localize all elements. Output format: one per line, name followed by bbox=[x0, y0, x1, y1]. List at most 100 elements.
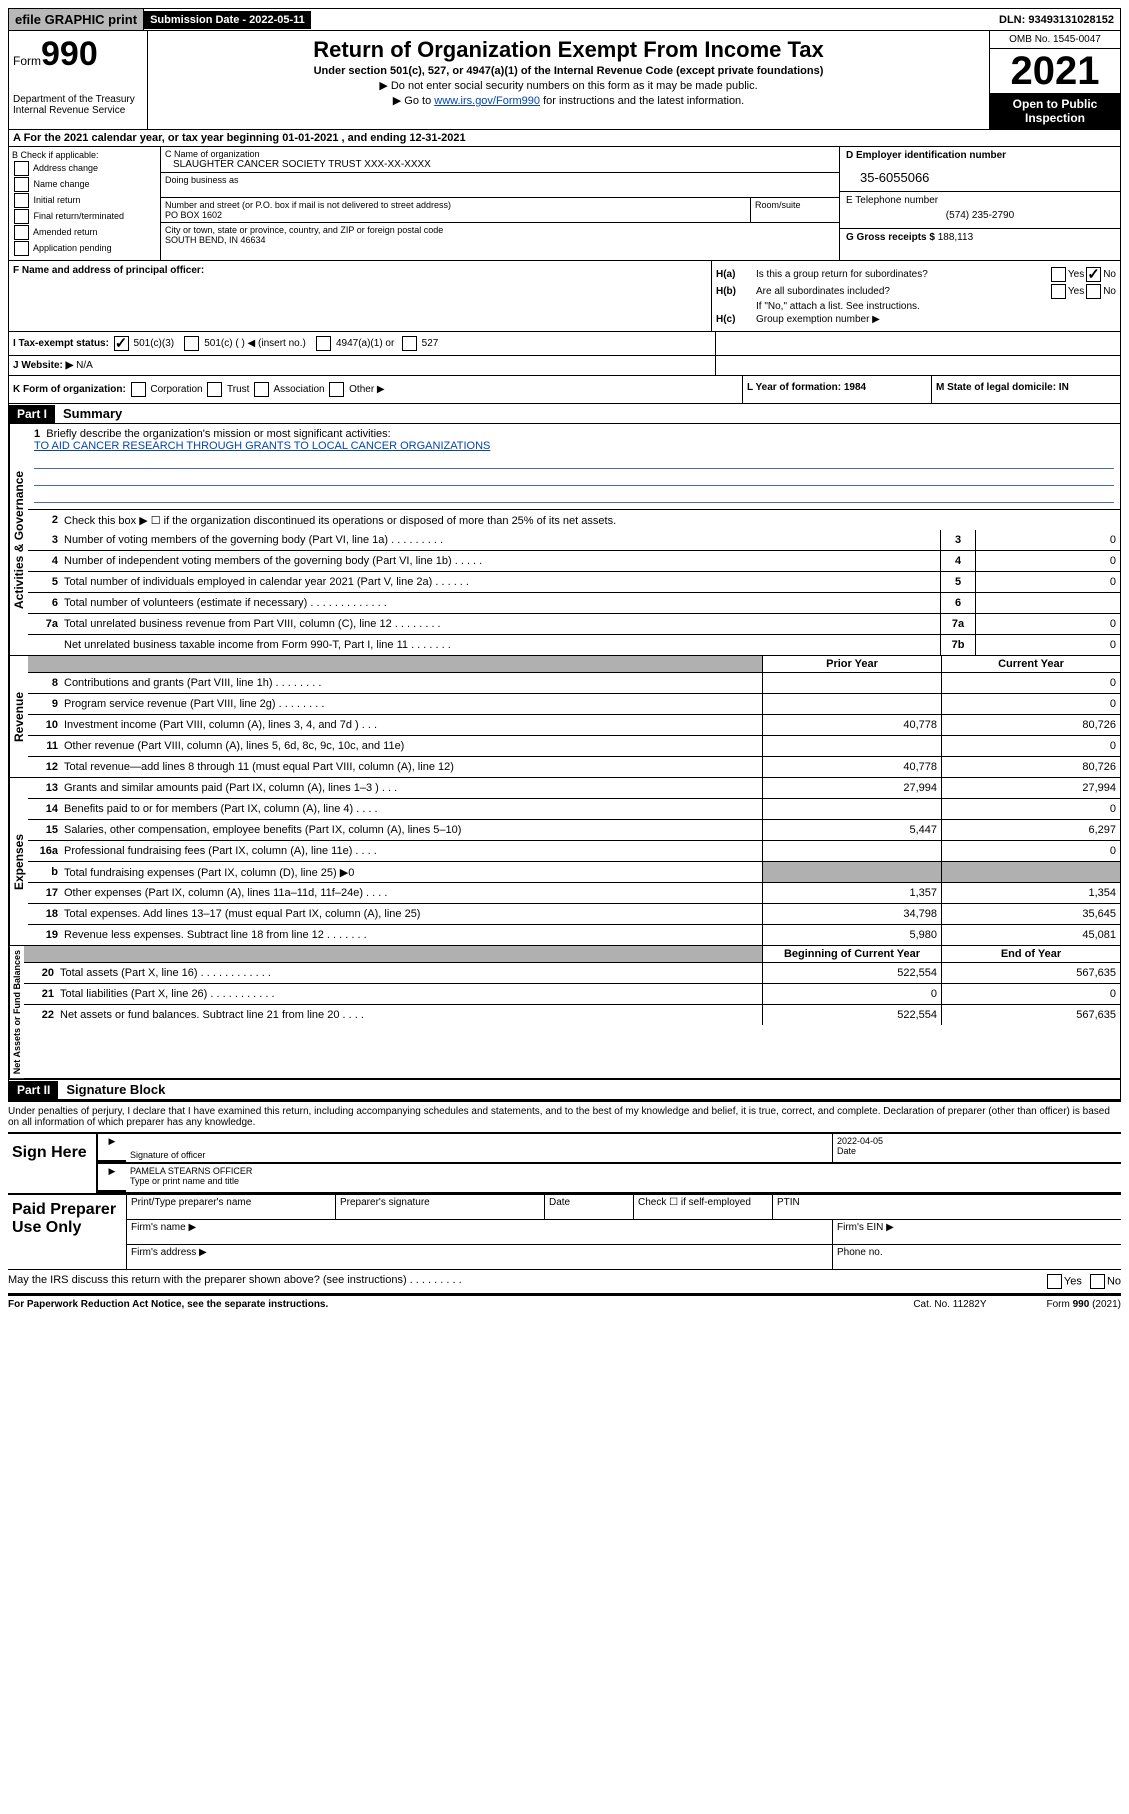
form-num: 990 bbox=[41, 35, 98, 73]
chk-app-pending[interactable]: Application pending bbox=[12, 241, 157, 256]
mission-text-link[interactable]: TO AID CANCER RESEARCH THROUGH GRANTS TO… bbox=[34, 440, 490, 452]
firm-name-label: Firm's name ▶ bbox=[127, 1220, 833, 1244]
form-note2: ▶ Go to www.irs.gov/Form990 for instruct… bbox=[154, 94, 983, 107]
chk-4947[interactable] bbox=[316, 336, 331, 351]
street-label: Number and street (or P.O. box if mail i… bbox=[165, 200, 746, 210]
vert-expenses: Expenses bbox=[9, 778, 28, 945]
prior-year-header: Prior Year bbox=[762, 656, 941, 672]
ha-yes[interactable] bbox=[1051, 267, 1066, 282]
year-formation: L Year of formation: 1984 bbox=[747, 382, 866, 393]
gross-receipts: G Gross receipts $ 188,113 bbox=[840, 228, 1120, 246]
vert-netassets: Net Assets or Fund Balances bbox=[9, 946, 24, 1078]
org-name-row: C Name of organization SLAUGHTER CANCER … bbox=[161, 147, 839, 173]
hb-no[interactable] bbox=[1086, 284, 1101, 299]
ha-text: Is this a group return for subordinates? bbox=[756, 269, 1049, 280]
data-line: 18Total expenses. Add lines 13–17 (must … bbox=[28, 904, 1120, 925]
footer-left: For Paperwork Reduction Act Notice, see … bbox=[8, 1299, 328, 1310]
gov-line: 6Total number of volunteers (estimate if… bbox=[28, 593, 1120, 614]
opt-501c: 501(c) ( ) ◀ (insert no.) bbox=[204, 338, 306, 349]
mission-line bbox=[34, 454, 1114, 469]
part1-header-row: Part I Summary bbox=[8, 404, 1121, 424]
footer-mid: Cat. No. 11282Y bbox=[913, 1299, 986, 1310]
part2-badge: Part II bbox=[9, 1081, 58, 1099]
firm-addr-label: Firm's address ▶ bbox=[127, 1245, 833, 1269]
chk-address-change[interactable]: Address change bbox=[12, 161, 157, 176]
hb-yes[interactable] bbox=[1051, 284, 1066, 299]
data-line: 10Investment income (Part VIII, column (… bbox=[28, 715, 1120, 736]
revenue-header: Prior Year Current Year bbox=[28, 656, 1120, 673]
city-label: City or town, state or province, country… bbox=[165, 225, 835, 235]
mission-line bbox=[34, 488, 1114, 503]
sign-here-label: Sign Here bbox=[8, 1134, 96, 1193]
box-f: F Name and address of principal officer: bbox=[9, 261, 712, 331]
sig-date-label: Date bbox=[837, 1146, 1117, 1156]
dln-label: DLN: 93493131028152 bbox=[993, 11, 1120, 29]
vert-revenue: Revenue bbox=[9, 656, 28, 777]
data-line: bTotal fundraising expenses (Part IX, co… bbox=[28, 862, 1120, 883]
chk-final-return[interactable]: Final return/terminated bbox=[12, 209, 157, 224]
chk-501c[interactable] bbox=[184, 336, 199, 351]
mission-line bbox=[34, 471, 1114, 486]
data-line: 17Other expenses (Part IX, column (A), l… bbox=[28, 883, 1120, 904]
opt-corp: Corporation bbox=[150, 384, 202, 395]
chk-trust[interactable] bbox=[207, 382, 222, 397]
chk-corp[interactable] bbox=[131, 382, 146, 397]
preparer-sig-label: Preparer's signature bbox=[336, 1195, 545, 1219]
ha-no[interactable] bbox=[1086, 267, 1101, 282]
box-b-label: B Check if applicable: bbox=[12, 150, 157, 160]
city-value: SOUTH BEND, IN 46634 bbox=[165, 235, 835, 245]
section-a-text: A For the 2021 calendar year, or tax yea… bbox=[13, 132, 466, 144]
chk-other[interactable] bbox=[329, 382, 344, 397]
org-name-label: C Name of organization bbox=[165, 149, 835, 159]
street-row: Number and street (or P.O. box if mail i… bbox=[161, 198, 839, 223]
discuss-yes[interactable] bbox=[1047, 1274, 1062, 1289]
data-line: 14Benefits paid to or for members (Part … bbox=[28, 799, 1120, 820]
netassets-header: Beginning of Current Year End of Year bbox=[24, 946, 1120, 963]
gov-line: 3Number of voting members of the governi… bbox=[28, 530, 1120, 551]
form-title: Return of Organization Exempt From Incom… bbox=[154, 37, 983, 63]
gov-line: 4Number of independent voting members of… bbox=[28, 551, 1120, 572]
ein-value: 35-6055066 bbox=[840, 164, 1120, 191]
chk-assoc[interactable] bbox=[254, 382, 269, 397]
chk-name-change[interactable]: Name change bbox=[12, 177, 157, 192]
form-subtitle: Under section 501(c), 527, or 4947(a)(1)… bbox=[154, 65, 983, 77]
efile-print-button[interactable]: efile GRAPHIC print bbox=[9, 9, 144, 30]
data-line: 9Program service revenue (Part VIII, lin… bbox=[28, 694, 1120, 715]
signature-declaration: Under penalties of perjury, I declare th… bbox=[8, 1100, 1121, 1132]
data-line: 12Total revenue—add lines 8 through 11 (… bbox=[28, 757, 1120, 777]
chk-527[interactable] bbox=[402, 336, 417, 351]
form-number: Form990 bbox=[13, 35, 143, 74]
data-line: 15Salaries, other compensation, employee… bbox=[28, 820, 1120, 841]
paid-preparer-label: Paid Preparer Use Only bbox=[8, 1195, 127, 1269]
discuss-no[interactable] bbox=[1090, 1274, 1105, 1289]
opt-other: Other ▶ bbox=[349, 384, 384, 395]
opt-assoc: Association bbox=[273, 384, 324, 395]
website-value: N/A bbox=[76, 360, 93, 371]
hb-text: Are all subordinates included? bbox=[756, 286, 1049, 297]
hc-text: Group exemption number ▶ bbox=[756, 314, 1116, 325]
sig-officer-label: Signature of officer bbox=[130, 1150, 828, 1160]
self-employed-chk[interactable]: Check ☐ if self-employed bbox=[634, 1195, 773, 1219]
expenses-block: Expenses 13Grants and similar amounts pa… bbox=[8, 778, 1121, 946]
part2-header-row: Part II Signature Block bbox=[8, 1079, 1121, 1100]
note2-post: for instructions and the latest informat… bbox=[540, 95, 744, 107]
opt-trust: Trust bbox=[227, 384, 249, 395]
omb-number: OMB No. 1545-0047 bbox=[990, 31, 1120, 49]
instructions-link[interactable]: www.irs.gov/Form990 bbox=[434, 95, 540, 107]
chk-initial-return[interactable]: Initial return bbox=[12, 193, 157, 208]
hb-note: If "No," attach a list. See instructions… bbox=[756, 301, 1116, 312]
ein-label: D Employer identification number bbox=[840, 147, 1120, 164]
footer-right: Form 990 (2021) bbox=[1047, 1299, 1121, 1310]
current-year-header: Current Year bbox=[941, 656, 1120, 672]
gross-value: 188,113 bbox=[938, 232, 973, 243]
opt-527: 527 bbox=[422, 338, 439, 349]
irs-label: Internal Revenue Service bbox=[13, 105, 143, 116]
chk-501c3[interactable] bbox=[114, 336, 129, 351]
box-l: L Year of formation: 1984 bbox=[742, 376, 931, 403]
row-fh: F Name and address of principal officer:… bbox=[8, 261, 1121, 332]
signature-field[interactable]: Signature of officer bbox=[126, 1134, 832, 1162]
printed-name-field: PAMELA STEARNS OFFICER Type or print nam… bbox=[126, 1164, 1121, 1192]
address-block: Number and street (or P.O. box if mail i… bbox=[161, 198, 839, 247]
chk-amended[interactable]: Amended return bbox=[12, 225, 157, 240]
data-line: 16aProfessional fundraising fees (Part I… bbox=[28, 841, 1120, 862]
